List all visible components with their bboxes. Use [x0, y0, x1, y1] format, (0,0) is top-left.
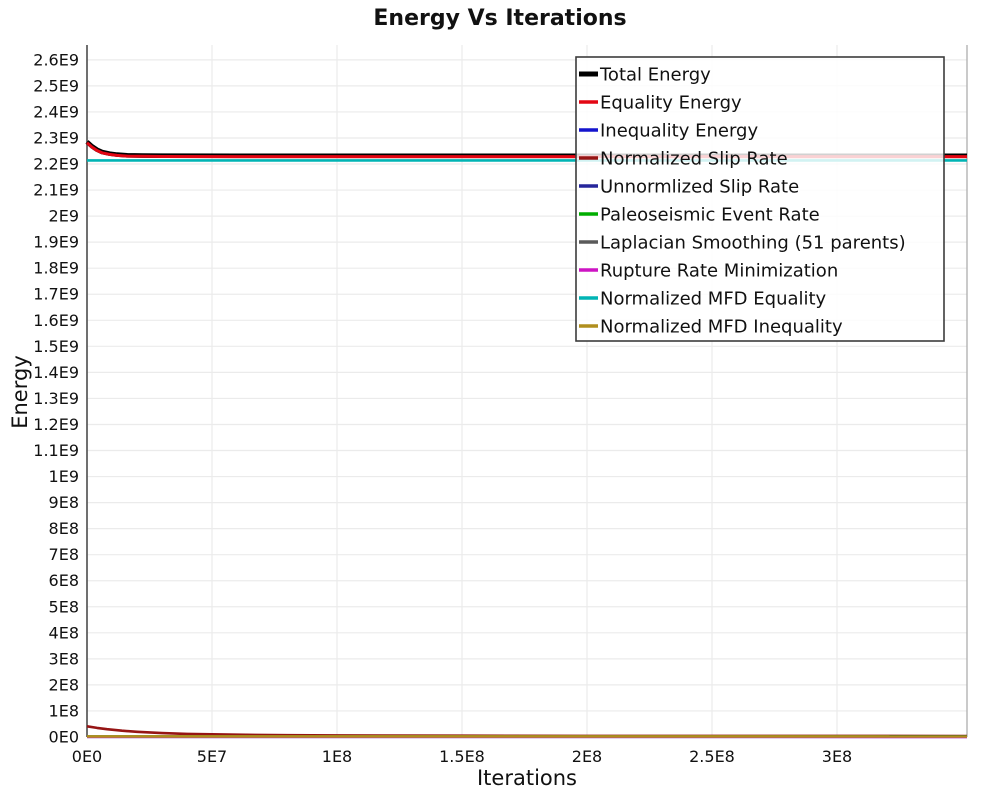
legend-label-normalized-mfd-inequality: Normalized MFD Inequality: [600, 317, 843, 338]
y-tick-label: 9E8: [49, 493, 79, 512]
chart-title: Energy Vs Iterations: [373, 6, 627, 31]
y-tick-label: 5E8: [49, 597, 79, 616]
y-tick-label: 1.3E9: [33, 389, 79, 408]
legend-label-rupture-rate-minimization: Rupture Rate Minimization: [600, 261, 838, 282]
legend-label-total-energy: Total Energy: [599, 65, 711, 86]
series-line-equality-energy: [86, 141, 967, 159]
y-tick-label: 2E9: [49, 207, 79, 226]
y-tick-label: 8E8: [49, 519, 79, 538]
y-tick-label: 1E8: [49, 701, 79, 720]
y-tick-label: 2E8: [49, 675, 79, 694]
legend-label-inequality-energy: Inequality Energy: [600, 121, 758, 142]
x-tick-label: 1.5E8: [439, 747, 485, 766]
legend-label-normalized-mfd-equality: Normalized MFD Equality: [600, 289, 827, 310]
y-tick-label: 0E0: [49, 728, 79, 747]
y-tick-label: 1.5E9: [33, 337, 79, 356]
y-tick-label: 6E8: [49, 571, 79, 590]
x-tick-label: 0E0: [72, 747, 102, 766]
y-tick-label: 4E8: [49, 623, 79, 642]
x-axis-title: Iterations: [476, 766, 578, 790]
x-tick-label: 2E8: [572, 747, 602, 766]
legend-box: [575, 56, 945, 342]
y-tick-label: 2.6E9: [33, 50, 79, 69]
legend-label-normalized-slip-rate: Normalized Slip Rate: [600, 149, 788, 170]
x-tick-label: 5E7: [197, 747, 227, 766]
x-tick-label: 2.5E8: [689, 747, 735, 766]
y-tick-label: 1.6E9: [33, 311, 79, 330]
y-tick-label: 1.9E9: [33, 233, 79, 252]
y-tick-label: 2.3E9: [33, 128, 79, 147]
x-tick-label: 3E8: [822, 747, 852, 766]
legend-label-paleoseismic-event-rate: Paleoseismic Event Rate: [600, 205, 820, 226]
legend-label-equality-energy: Equality Energy: [600, 93, 742, 114]
series-line-normalized-slip-rate: [86, 725, 968, 738]
y-tick-label: 1.7E9: [33, 285, 79, 304]
y-tick-label: 2.5E9: [33, 76, 79, 95]
y-tick-label: 1.1E9: [33, 441, 79, 460]
y-tick-label: 1.2E9: [33, 415, 79, 434]
y-tick-label: 2.2E9: [33, 155, 79, 174]
y-tick-label: 1E9: [49, 467, 79, 486]
y-tick-label: 2.1E9: [33, 181, 79, 200]
x-tick-label: 1E8: [322, 747, 352, 766]
y-tick-label: 1.4E9: [33, 363, 79, 382]
y-tick-label: 7E8: [49, 545, 79, 564]
legend-label-laplacian-smoothing-51-parents: Laplacian Smoothing (51 parents): [600, 233, 906, 254]
y-tick-label: 1.8E9: [33, 259, 79, 278]
y-tick-label: 3E8: [49, 649, 79, 668]
legend-label-unnormlized-slip-rate: Unnormlized Slip Rate: [600, 177, 799, 198]
y-tick-label: 2.4E9: [33, 102, 79, 121]
